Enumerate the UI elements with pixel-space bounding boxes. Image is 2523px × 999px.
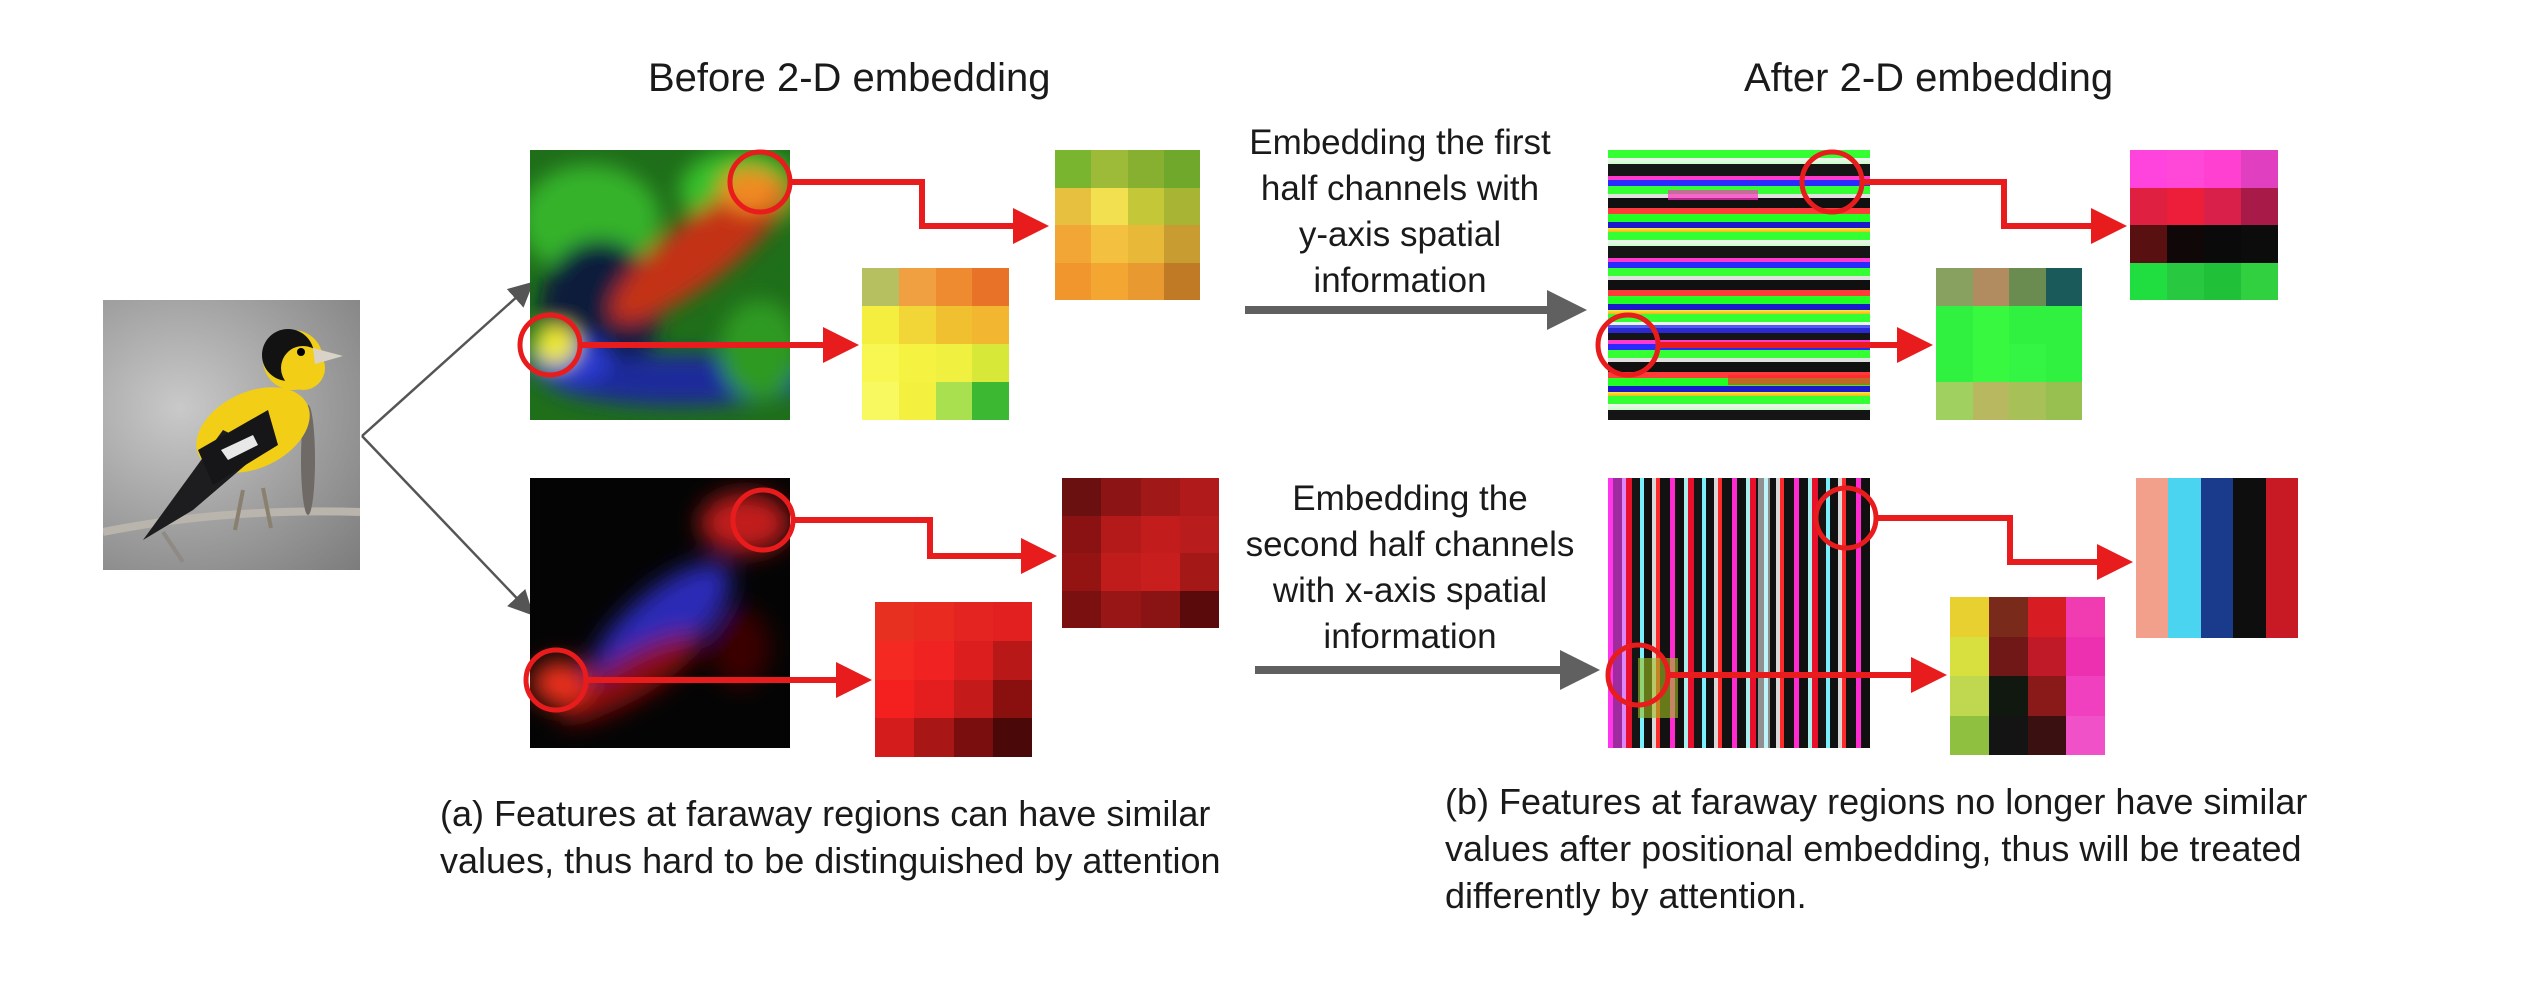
highlight-arrow: [1876, 515, 2133, 580]
branch-line-bottom: [361, 435, 534, 616]
after-embedding-title: After 2-D embedding: [1744, 56, 2114, 100]
patch-before-top-left: [862, 268, 1009, 420]
caption-line: values, thus hard to be distinguished by…: [440, 840, 1221, 881]
feature-map-after-bottom: [1608, 478, 1870, 748]
patch-before-top-right: [1055, 150, 1200, 300]
branch-line-top: [361, 281, 534, 437]
process-label-line: information: [1313, 261, 1487, 300]
patch-after-bottom-right: [2136, 478, 2298, 638]
process-label-second-half: Embedding the second half channels with …: [1200, 476, 1620, 660]
process-label-line: Embedding the first: [1249, 123, 1551, 162]
before-embedding-title: Before 2-D embedding: [648, 56, 1051, 100]
feature-map-after-top: [1608, 150, 1870, 420]
process-label-line: y-axis spatial: [1298, 215, 1502, 254]
patch-before-bottom-right: [1062, 478, 1219, 628]
caption-line: values after positional embedding, thus …: [1445, 828, 2302, 869]
patch-after-top-right: [2130, 150, 2278, 300]
process-label-line: half channels with: [1260, 169, 1540, 208]
patch-before-bottom-left: [875, 602, 1032, 757]
highlight-circle: [1813, 485, 1879, 551]
highlight-circle: [517, 312, 583, 378]
highlight-circle: [523, 647, 589, 713]
process-label-line: information: [1323, 617, 1497, 656]
feature-map-before-bottom: [530, 478, 790, 748]
highlight-circle: [1799, 149, 1865, 215]
highlight-circle: [1595, 312, 1661, 378]
patch-after-top-left: [1936, 268, 2082, 420]
process-label-line: with x-axis spatial: [1272, 571, 1548, 610]
highlight-arrow: [790, 179, 1049, 244]
input-bird-photo: [103, 300, 360, 570]
caption-b: (b) Features at faraway regions no longe…: [1445, 778, 2445, 919]
process-label-line: second half channels: [1245, 525, 1575, 564]
caption-line: (b) Features at faraway regions no longe…: [1445, 781, 2308, 822]
process-label-first-half: Embedding the first half channels with y…: [1190, 120, 1610, 304]
highlight-circle: [727, 149, 793, 215]
caption-line: differently by attention.: [1445, 875, 1807, 916]
feature-map-before-top: [530, 150, 790, 420]
bird-illustration: [103, 329, 360, 564]
caption-line: (a) Features at faraway regions can have…: [440, 793, 1211, 834]
caption-a: (a) Features at faraway regions can have…: [440, 790, 1340, 884]
highlight-arrow: [793, 517, 1057, 574]
highlight-arrow: [1862, 179, 2127, 244]
patch-after-bottom-left: [1950, 597, 2105, 755]
highlight-circle: [730, 487, 796, 553]
process-label-line: Embedding the: [1292, 479, 1528, 518]
